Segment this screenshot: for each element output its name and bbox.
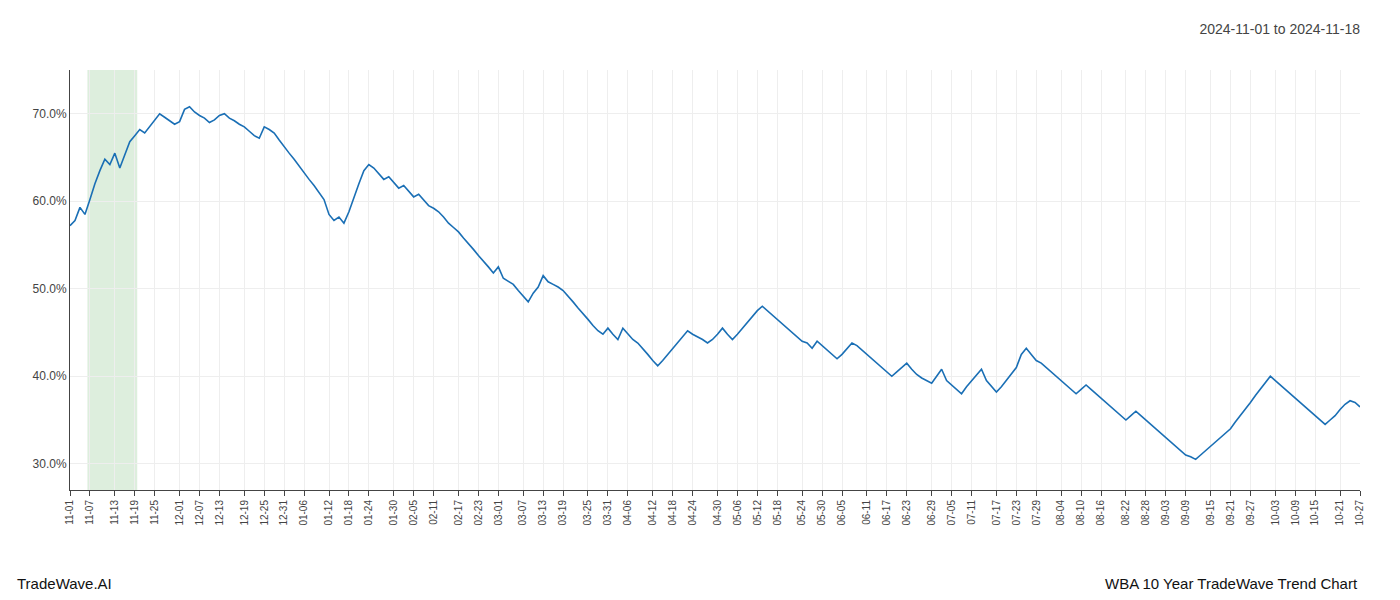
svg-text:09-09: 09-09 (1180, 500, 1191, 526)
svg-text:06-29: 06-29 (926, 500, 937, 526)
svg-text:03-07: 03-07 (517, 500, 528, 526)
svg-text:12-07: 12-07 (194, 500, 205, 526)
svg-text:01-30: 01-30 (388, 500, 399, 526)
svg-text:WBA 10 Year TradeWave Trend Ch: WBA 10 Year TradeWave Trend Chart (1105, 575, 1358, 592)
svg-text:07-17: 07-17 (991, 500, 1002, 526)
svg-text:04-24: 04-24 (687, 500, 698, 526)
svg-text:11-25: 11-25 (149, 500, 160, 525)
svg-text:70.0%: 70.0% (33, 107, 67, 121)
svg-text:02-17: 02-17 (453, 500, 464, 526)
svg-text:09-21: 09-21 (1225, 500, 1236, 526)
svg-text:30.0%: 30.0% (33, 457, 67, 471)
svg-text:06-23: 06-23 (901, 500, 912, 526)
svg-text:09-15: 09-15 (1205, 500, 1216, 526)
svg-text:06-11: 06-11 (861, 500, 872, 525)
svg-text:08-28: 08-28 (1140, 500, 1151, 526)
svg-text:06-17: 06-17 (881, 500, 892, 526)
svg-text:05-18: 05-18 (772, 500, 783, 526)
svg-text:04-12: 04-12 (647, 500, 658, 526)
svg-text:05-12: 05-12 (752, 500, 763, 526)
svg-text:09-03: 09-03 (1160, 500, 1171, 526)
svg-text:08-16: 08-16 (1095, 500, 1106, 526)
svg-text:40.0%: 40.0% (33, 369, 67, 383)
svg-text:10-15: 10-15 (1309, 500, 1320, 526)
svg-text:01-06: 01-06 (298, 500, 309, 526)
svg-text:60.0%: 60.0% (33, 194, 67, 208)
svg-text:06-05: 06-05 (836, 500, 847, 526)
svg-text:03-31: 03-31 (602, 500, 613, 526)
svg-text:07-05: 07-05 (946, 500, 957, 526)
svg-text:08-04: 08-04 (1055, 500, 1066, 526)
svg-text:07-29: 07-29 (1031, 500, 1042, 526)
svg-text:10-21: 10-21 (1334, 500, 1345, 526)
svg-text:50.0%: 50.0% (33, 282, 67, 296)
svg-text:01-18: 01-18 (343, 500, 354, 526)
svg-text:2024-11-01 to 2024-11-18: 2024-11-01 to 2024-11-18 (1199, 21, 1360, 37)
svg-text:02-05: 02-05 (408, 500, 419, 526)
svg-text:04-06: 04-06 (622, 500, 633, 526)
svg-text:03-25: 03-25 (582, 500, 593, 526)
svg-text:07-11: 07-11 (966, 500, 977, 525)
svg-text:11-19: 11-19 (129, 500, 140, 525)
svg-text:TradeWave.AI: TradeWave.AI (17, 575, 112, 592)
svg-text:05-24: 05-24 (796, 500, 807, 526)
svg-text:10-09: 10-09 (1290, 500, 1301, 526)
svg-text:09-27: 09-27 (1245, 500, 1256, 526)
svg-text:12-13: 12-13 (214, 500, 225, 526)
svg-text:05-30: 05-30 (816, 500, 827, 526)
svg-text:02-23: 02-23 (473, 500, 484, 526)
svg-text:12-19: 12-19 (239, 500, 250, 526)
svg-text:01-12: 01-12 (323, 500, 334, 526)
svg-text:04-30: 04-30 (712, 500, 723, 526)
svg-text:11-01: 11-01 (64, 500, 75, 525)
svg-text:01-24: 01-24 (363, 500, 374, 526)
svg-text:10-03: 10-03 (1270, 500, 1281, 526)
svg-text:11-13: 11-13 (109, 500, 120, 525)
svg-text:10-27: 10-27 (1354, 500, 1365, 526)
svg-text:05-06: 05-06 (732, 500, 743, 526)
svg-text:04-18: 04-18 (667, 500, 678, 526)
svg-text:11-07: 11-07 (84, 500, 95, 525)
svg-text:03-01: 03-01 (493, 500, 504, 526)
svg-text:12-31: 12-31 (278, 500, 289, 526)
svg-text:08-10: 08-10 (1075, 500, 1086, 526)
svg-text:12-25: 12-25 (259, 500, 270, 526)
svg-text:02-11: 02-11 (428, 500, 439, 525)
svg-text:03-19: 03-19 (557, 500, 568, 526)
svg-text:07-23: 07-23 (1011, 500, 1022, 526)
svg-text:12-01: 12-01 (174, 500, 185, 526)
svg-text:03-13: 03-13 (537, 500, 548, 526)
svg-text:08-22: 08-22 (1120, 500, 1131, 526)
